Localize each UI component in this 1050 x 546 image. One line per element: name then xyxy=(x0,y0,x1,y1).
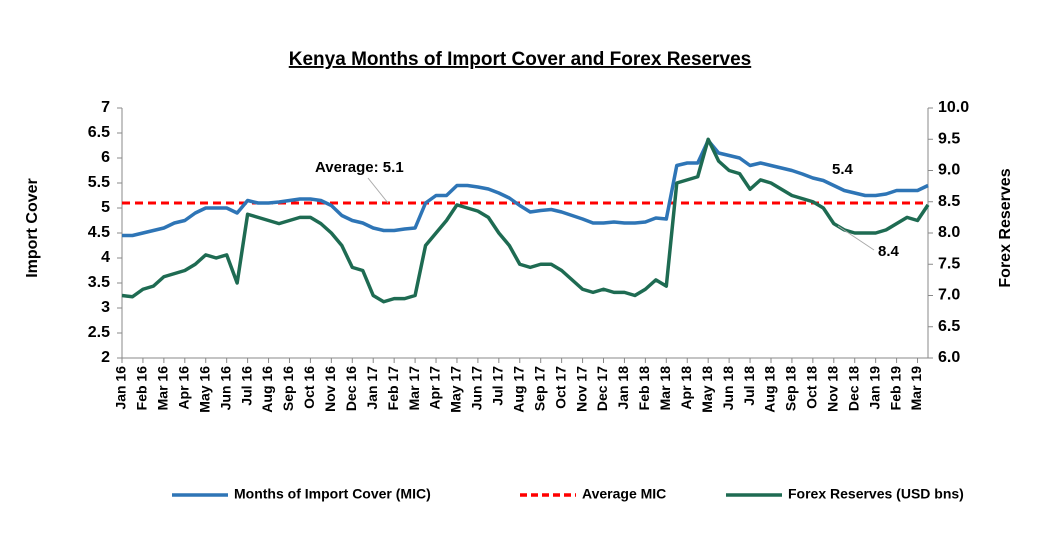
series-line xyxy=(121,137,930,304)
x-tick-label: Aug 18 xyxy=(762,366,778,413)
x-tick-label: Jan 16 xyxy=(113,366,129,410)
x-tick-label: Sep 18 xyxy=(783,366,799,411)
y2-tick-label: 9.5 xyxy=(938,130,960,147)
y-tick-label: 4.5 xyxy=(88,224,110,241)
x-tick-label: Nov 16 xyxy=(322,366,338,412)
x-tick-label: Jan 17 xyxy=(364,366,380,410)
x-tick-label: Mar 17 xyxy=(406,366,422,411)
legend-label: Average MIC xyxy=(582,486,666,502)
y2-tick-label: 6.5 xyxy=(938,318,960,335)
series-line xyxy=(122,138,929,238)
x-tick-label: Mar 19 xyxy=(908,366,924,411)
y-tick-label: 5.5 xyxy=(88,174,110,191)
legend-label: Forex Reserves (USD bns) xyxy=(788,486,964,502)
x-tick-label: Jan 19 xyxy=(866,366,882,410)
y2-tick-label: 9.0 xyxy=(938,162,960,179)
y-tick-label: 2.5 xyxy=(88,324,110,341)
x-tick-label: Feb 16 xyxy=(134,366,150,411)
annotation: Average: 5.1 xyxy=(315,159,404,176)
y-axis-label: Import Cover xyxy=(24,178,41,278)
y-tick-label: 3.5 xyxy=(88,274,110,291)
x-tick-label: Jul 17 xyxy=(490,366,506,406)
x-tick-label: Apr 16 xyxy=(176,366,192,410)
x-tick-label: Nov 18 xyxy=(824,366,840,412)
y-tick-label: 3 xyxy=(101,299,110,316)
y2-tick-label: 10.0 xyxy=(938,99,969,116)
y-tick-label: 4 xyxy=(101,249,110,266)
x-tick-label: Jun 18 xyxy=(720,366,736,411)
x-tick-label: Oct 18 xyxy=(804,366,820,409)
x-tick-label: Feb 19 xyxy=(887,366,903,411)
x-tick-label: Oct 16 xyxy=(301,366,317,409)
y-tick-label: 7 xyxy=(101,99,110,116)
annotation-leader xyxy=(367,177,389,204)
x-tick-label: Nov 17 xyxy=(573,366,589,412)
y2-tick-label: 7.0 xyxy=(938,287,960,304)
y2-tick-label: 7.5 xyxy=(938,255,960,272)
chart-title: Kenya Months of Import Cover and Forex R… xyxy=(289,49,751,70)
x-tick-label: Feb 17 xyxy=(385,366,401,411)
y2-tick-label: 8.5 xyxy=(938,193,960,210)
x-tick-label: Oct 17 xyxy=(552,366,568,409)
x-tick-label: Sep 17 xyxy=(531,366,547,411)
annotation: 5.4 xyxy=(832,161,854,178)
x-tick-label: Aug 17 xyxy=(510,366,526,413)
annotation: 8.4 xyxy=(878,243,900,260)
x-tick-label: Aug 16 xyxy=(259,366,275,413)
annotation-leader xyxy=(837,225,875,251)
y-tick-label: 5 xyxy=(101,199,110,216)
x-tick-label: Jun 17 xyxy=(469,366,485,411)
x-tick-label: Dec 18 xyxy=(845,366,861,411)
x-tick-label: Apr 18 xyxy=(678,366,694,410)
x-tick-label: Jul 16 xyxy=(238,366,254,406)
x-tick-label: Jul 18 xyxy=(741,366,757,406)
x-tick-label: Dec 17 xyxy=(594,366,610,411)
x-tick-label: May 18 xyxy=(699,366,715,413)
x-tick-label: Feb 18 xyxy=(636,366,652,411)
x-tick-label: Mar 16 xyxy=(155,366,171,411)
x-tick-label: Dec 16 xyxy=(343,366,359,411)
x-tick-label: Mar 18 xyxy=(657,366,673,411)
y-tick-label: 6.5 xyxy=(88,124,110,141)
y2-tick-label: 8.0 xyxy=(938,224,960,241)
legend-label: Months of Import Cover (MIC) xyxy=(234,486,431,502)
y-tick-label: 2 xyxy=(101,349,110,366)
x-tick-label: Jun 16 xyxy=(217,366,233,411)
x-tick-label: Sep 16 xyxy=(280,366,296,411)
y2-axis-label: Forex Reserves xyxy=(997,168,1014,287)
y2-tick-label: 6.0 xyxy=(938,349,960,366)
x-tick-label: Jan 18 xyxy=(615,366,631,410)
x-tick-label: Apr 17 xyxy=(427,366,443,410)
x-tick-label: May 17 xyxy=(448,366,464,413)
y-tick-label: 6 xyxy=(101,149,110,166)
x-tick-label: May 16 xyxy=(196,366,212,413)
